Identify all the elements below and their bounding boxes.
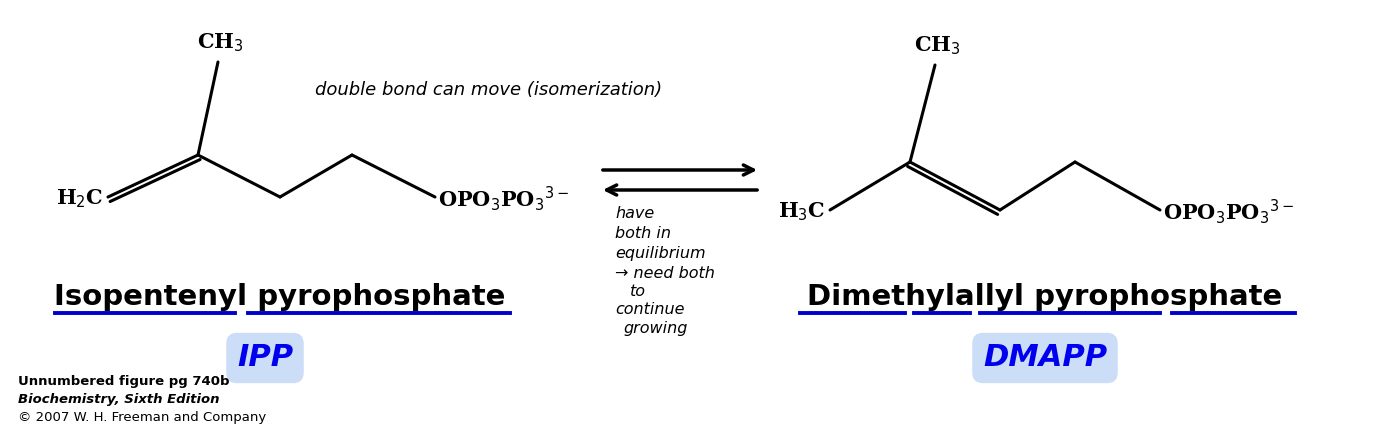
Text: OPO$_3$PO$_3$$^{3-}$: OPO$_3$PO$_3$$^{3-}$: [1163, 198, 1295, 226]
Text: Unnumbered figure pg 740b: Unnumbered figure pg 740b: [18, 375, 230, 388]
Text: CH$_3$: CH$_3$: [913, 34, 960, 57]
Text: H$_2$C: H$_2$C: [55, 188, 103, 210]
Text: growing: growing: [622, 321, 687, 336]
Text: double bond can move (isomerization): double bond can move (isomerization): [315, 81, 663, 99]
Text: H$_3$C: H$_3$C: [778, 201, 825, 223]
Text: have: have: [615, 206, 654, 221]
Text: IPP: IPP: [237, 343, 292, 373]
Text: both in: both in: [615, 226, 671, 241]
Text: Isopentenyl pyrophosphate: Isopentenyl pyrophosphate: [54, 283, 506, 311]
Text: OPO$_3$PO$_3$$^{3-}$: OPO$_3$PO$_3$$^{3-}$: [438, 185, 570, 213]
Text: → need both: → need both: [615, 266, 715, 281]
Text: CH$_3$: CH$_3$: [197, 31, 244, 54]
Text: continue: continue: [615, 302, 685, 317]
Text: Dimethylallyl pyrophosphate: Dimethylallyl pyrophosphate: [808, 283, 1282, 311]
Text: Biochemistry, Sixth Edition: Biochemistry, Sixth Edition: [18, 393, 219, 406]
Text: to: to: [631, 284, 646, 299]
Text: equilibrium: equilibrium: [615, 246, 705, 261]
Text: © 2007 W. H. Freeman and Company: © 2007 W. H. Freeman and Company: [18, 411, 266, 424]
Text: DMAPP: DMAPP: [983, 343, 1107, 373]
